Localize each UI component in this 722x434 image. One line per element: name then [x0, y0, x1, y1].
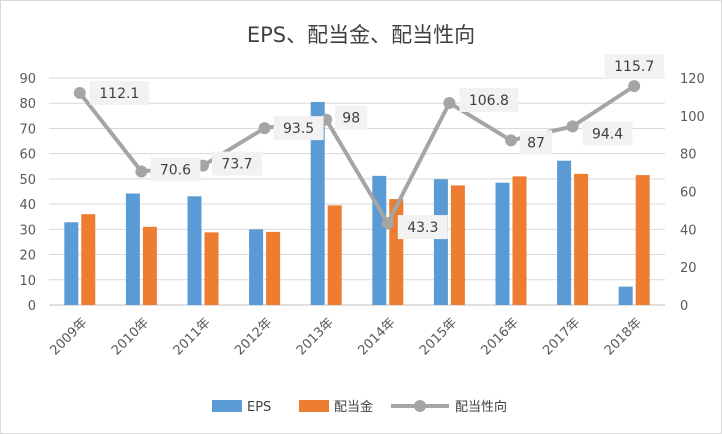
left-tick-label: 80: [19, 97, 36, 112]
data-label: 94.4: [592, 126, 623, 142]
left-tick-label: 10: [19, 274, 36, 289]
data-label: 87: [527, 135, 545, 151]
data-label-box: [150, 157, 201, 182]
data-label-box: [335, 105, 368, 130]
bar-dividend: [512, 176, 527, 305]
x-axis: 2009年 2010年 2011年 2012年 2013年 2014年 2015年 2016年…: [47, 315, 645, 358]
left-tick-label: 60: [19, 148, 36, 163]
right-tick-label: 40: [680, 223, 697, 238]
data-label-box: [459, 87, 519, 112]
payout-ratio-marker: [505, 134, 517, 147]
bar-eps: [187, 196, 202, 305]
bar-eps: [64, 222, 79, 305]
category-label: 2012年: [232, 315, 275, 358]
chart-title: EPS、配当金、配当性向: [247, 23, 475, 47]
data-label: 43.3: [407, 220, 438, 236]
bar-eps: [249, 229, 264, 305]
payout-ratio-marker: [443, 96, 456, 109]
left-tick-label: 90: [19, 72, 36, 87]
data-label: 112.1: [99, 86, 139, 102]
legend-label-payout: 配当性向: [455, 399, 507, 415]
bar-eps: [310, 101, 325, 305]
left-tick-label: 20: [19, 249, 36, 264]
legend-marker-payout: [414, 400, 426, 412]
left-tick-label: 40: [19, 198, 36, 213]
payout-ratio-marker: [566, 120, 579, 133]
bar-dividend: [204, 232, 219, 305]
bars: [64, 101, 650, 305]
data-label-box: [604, 54, 664, 79]
bar-dividend: [327, 205, 342, 305]
category-label: 2018年: [602, 315, 645, 358]
left-tick-label: 50: [19, 173, 36, 188]
data-label: 70.6: [160, 162, 191, 178]
legend: EPS 配当金 配当性向: [212, 399, 507, 415]
bar-eps: [495, 182, 510, 305]
payout-ratio-marker: [628, 80, 641, 93]
data-label: 106.8: [469, 93, 509, 109]
bar-eps: [433, 179, 448, 305]
bar-dividend: [574, 173, 589, 305]
payout-ratio-marker: [258, 122, 271, 135]
data-label-box: [520, 130, 552, 155]
bar-eps: [557, 160, 572, 305]
payout-ratio-marker: [381, 217, 394, 230]
category-label: 2009年: [47, 315, 90, 358]
right-tick-label: 20: [680, 261, 697, 276]
data-label: 115.7: [614, 59, 654, 75]
category-label: 2010年: [109, 315, 152, 358]
bar-eps: [618, 286, 633, 305]
line-series: [73, 80, 641, 230]
left-tick-label: 70: [19, 122, 36, 137]
bar-eps: [372, 175, 387, 305]
legend-swatch-eps: [212, 400, 242, 412]
legend-label-dividend: 配当金: [334, 399, 373, 415]
right-tick-label: 0: [680, 299, 688, 314]
category-label: 2011年: [171, 315, 214, 358]
data-labels: 112.1 70.6 73.7 93.5 98 43.3 106.8 87 94.4 115.7: [89, 54, 664, 240]
category-label: 2016年: [479, 315, 522, 358]
data-label: 93.5: [283, 121, 314, 137]
left-tick-label: 0: [28, 299, 36, 314]
right-tick-label: 100: [680, 110, 705, 125]
data-label: 73.7: [221, 157, 252, 173]
right-tick-label: 80: [680, 148, 697, 163]
right-tick-label: 60: [680, 186, 697, 201]
left-tick-label: 30: [19, 223, 36, 238]
category-label: 2013年: [294, 315, 337, 358]
category-label: 2017年: [540, 315, 583, 358]
left-axis: 0 10 20 30 40 50 60 70 80 90: [19, 72, 36, 314]
legend-swatch-dividend: [299, 400, 329, 412]
data-label-box: [397, 215, 448, 240]
data-label: 98: [342, 111, 360, 127]
bar-eps: [125, 193, 140, 305]
bar-dividend: [450, 185, 465, 305]
bar-dividend: [635, 175, 650, 305]
right-tick-label: 120: [680, 72, 705, 87]
bar-dividend: [266, 231, 281, 305]
payout-ratio-marker: [135, 165, 148, 178]
legend-label-eps: EPS: [247, 400, 271, 415]
data-label-box: [273, 116, 324, 141]
data-label-box: [582, 121, 633, 146]
right-axis: 0 20 40 60 80 100 120: [680, 72, 705, 314]
category-label: 2014年: [355, 315, 398, 358]
bar-dividend: [81, 214, 96, 305]
payout-ratio-marker: [73, 86, 86, 99]
data-label-box: [89, 80, 149, 105]
bar-dividend: [142, 226, 157, 305]
category-label: 2015年: [417, 315, 460, 358]
data-label-box: [212, 151, 262, 176]
